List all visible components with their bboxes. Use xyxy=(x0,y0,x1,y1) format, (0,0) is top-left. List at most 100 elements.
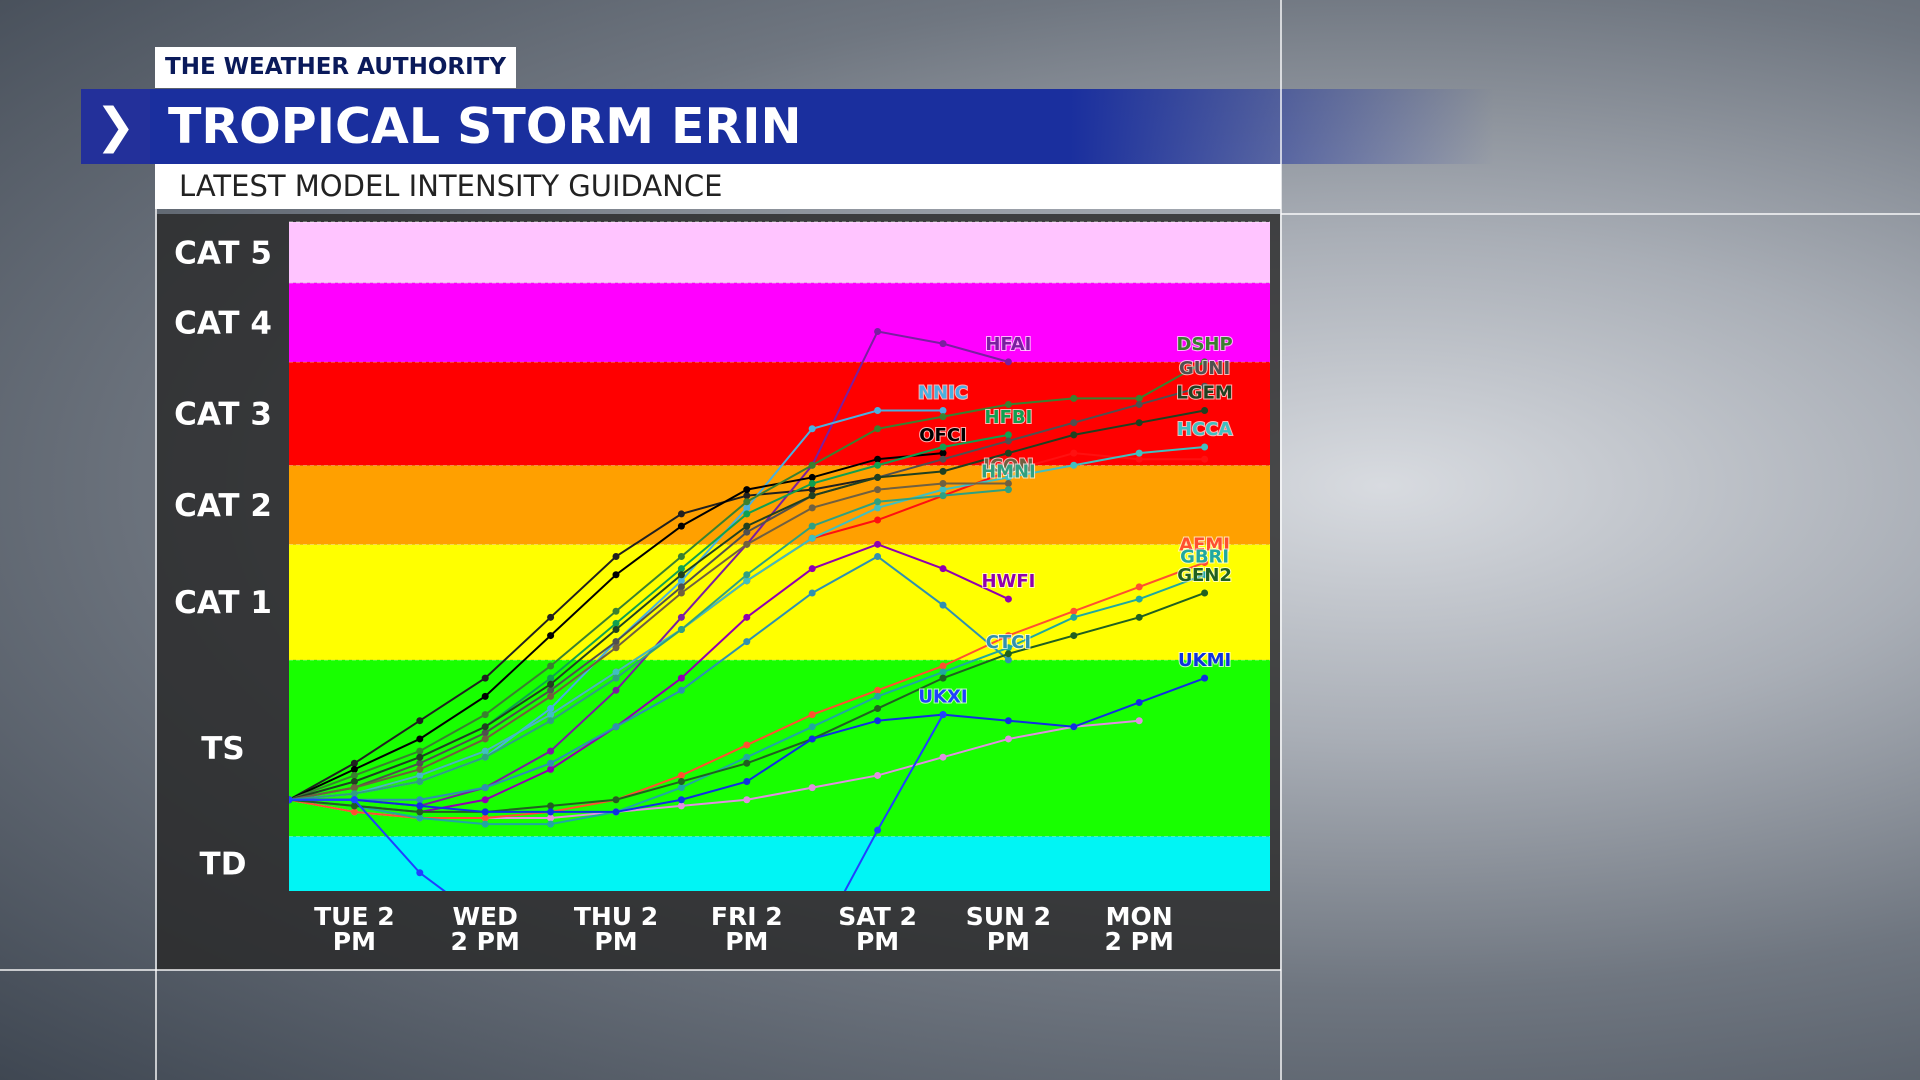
model-point xyxy=(547,820,555,828)
model-point xyxy=(1201,382,1209,390)
model-point xyxy=(677,613,685,621)
model-point xyxy=(743,796,751,804)
model-point xyxy=(481,747,489,755)
model-point xyxy=(808,461,816,469)
model-point xyxy=(874,553,882,560)
model-point xyxy=(1135,419,1143,427)
band-label: CAT 1 xyxy=(174,585,272,621)
model-point xyxy=(677,686,685,694)
model-point xyxy=(874,498,882,506)
model-point xyxy=(416,869,424,877)
model-point xyxy=(481,723,489,731)
model-point xyxy=(1070,613,1078,621)
model-point xyxy=(481,796,489,804)
model-point xyxy=(1135,613,1143,621)
model-point xyxy=(481,808,489,816)
model-point xyxy=(939,480,947,488)
model-point xyxy=(874,686,882,694)
model-point xyxy=(677,802,685,810)
model-point xyxy=(1135,595,1143,603)
x-tick-label: WED 2 PM xyxy=(450,902,520,956)
model-point xyxy=(743,741,751,749)
model-point xyxy=(547,765,555,773)
model-point xyxy=(416,747,424,755)
model-point xyxy=(808,565,816,573)
model-point xyxy=(743,510,751,518)
model-point xyxy=(481,814,489,822)
model-point xyxy=(1004,437,1012,445)
x-tick-label: FRI 2 PM xyxy=(710,902,783,956)
x-tick-label: SAT 2 PM xyxy=(838,902,917,956)
model-point xyxy=(1004,449,1012,457)
model-point xyxy=(874,771,882,779)
model-point xyxy=(874,516,882,524)
model-point xyxy=(612,638,620,646)
model-point xyxy=(416,802,424,810)
model-point xyxy=(874,826,882,834)
model-point xyxy=(416,753,424,761)
model-point xyxy=(481,711,489,719)
model-point xyxy=(1135,455,1143,463)
intensity-band xyxy=(289,222,1270,283)
model-point xyxy=(1004,467,1012,475)
model-point xyxy=(677,510,685,518)
model-point xyxy=(939,407,947,415)
model-point xyxy=(1070,632,1078,640)
model-point xyxy=(547,632,555,640)
model-point xyxy=(416,796,424,804)
model-point xyxy=(939,443,947,451)
model-point xyxy=(547,686,555,694)
model-point xyxy=(1004,473,1012,481)
model-label: HCCA xyxy=(1177,419,1232,440)
band-label: CAT 2 xyxy=(174,488,272,524)
model-point xyxy=(1070,723,1078,731)
model-point xyxy=(612,607,620,615)
model-line xyxy=(289,476,878,801)
model-point xyxy=(874,473,882,481)
model-point xyxy=(547,717,555,725)
model-point xyxy=(481,729,489,737)
model-point xyxy=(939,486,947,494)
model-point xyxy=(1004,644,1012,652)
model-point xyxy=(416,735,424,743)
model-point xyxy=(350,790,358,798)
model-point xyxy=(547,613,555,621)
model-point xyxy=(939,753,947,761)
model-point xyxy=(1070,449,1078,457)
model-point xyxy=(350,784,358,792)
model-point xyxy=(416,814,424,822)
model-label: UKMI xyxy=(1178,650,1231,671)
model-line xyxy=(289,714,944,891)
model-point xyxy=(677,583,685,591)
model-label: CTCI xyxy=(986,632,1031,653)
model-point xyxy=(808,784,816,792)
intensity-band xyxy=(289,282,1270,362)
x-tick-label: TUE 2 PM xyxy=(314,902,395,956)
intensity-band xyxy=(289,544,1270,660)
model-point xyxy=(612,619,620,627)
model-label: AEMI xyxy=(1179,535,1230,556)
model-point xyxy=(677,778,685,786)
model-point xyxy=(1135,717,1143,725)
model-point xyxy=(547,674,555,682)
model-point xyxy=(677,674,685,682)
model-point xyxy=(808,534,816,542)
model-point xyxy=(481,820,489,828)
model-point xyxy=(874,705,882,713)
model-point xyxy=(612,674,620,682)
model-point xyxy=(1004,632,1012,640)
model-point xyxy=(612,686,620,694)
model-line xyxy=(289,488,1009,801)
model-point xyxy=(808,711,816,719)
model-point xyxy=(808,735,816,743)
model-point xyxy=(547,759,555,767)
model-point xyxy=(612,723,620,731)
model-point xyxy=(547,711,555,719)
model-point xyxy=(350,808,358,816)
model-point xyxy=(743,759,751,767)
model-point xyxy=(350,778,358,786)
band-label: CAT 5 xyxy=(174,235,272,271)
model-point xyxy=(547,662,555,670)
model-point xyxy=(481,674,489,682)
